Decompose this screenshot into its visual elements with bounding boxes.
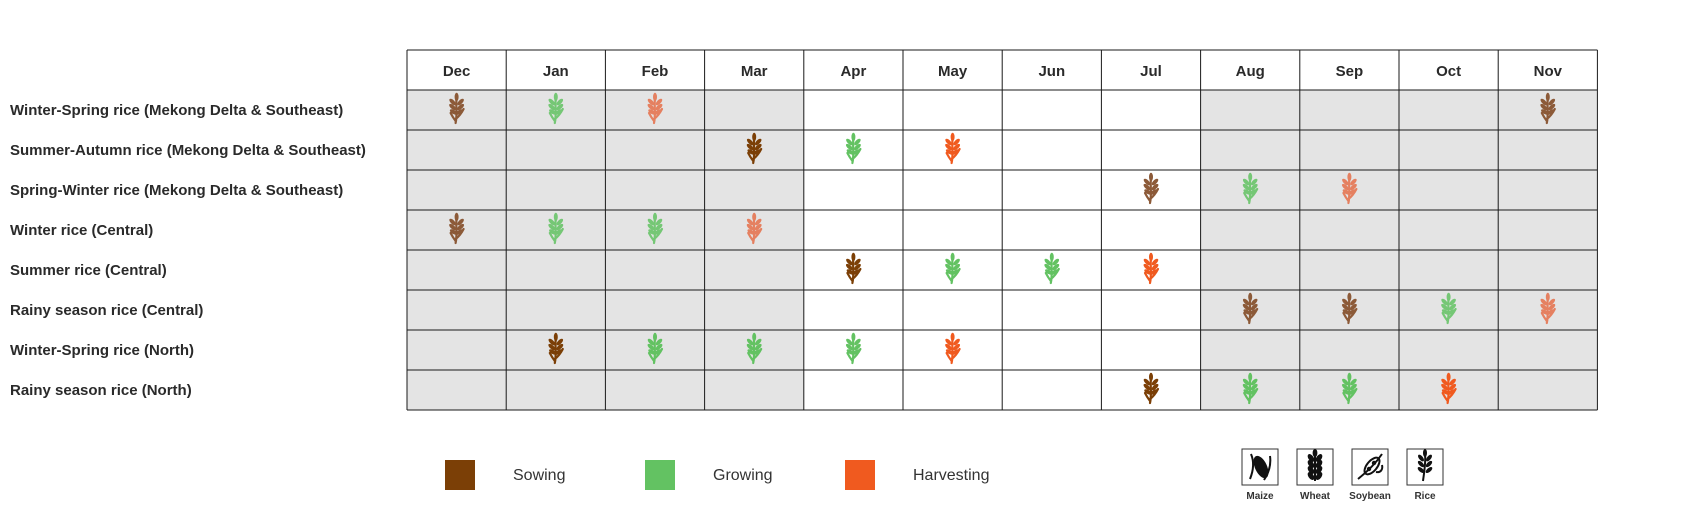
crop-icon-label: Soybean [1349, 491, 1391, 502]
harvesting-marker [1143, 252, 1160, 285]
harvesting-marker [945, 332, 961, 365]
growing-marker [647, 212, 664, 245]
growing-marker [1242, 372, 1259, 405]
month-label-nov: Nov [1534, 63, 1563, 80]
sowing-marker [449, 212, 465, 245]
row-label: Summer-Autumn rice (Mekong Delta & South… [10, 142, 366, 159]
growing-marker [1441, 292, 1457, 325]
row-label: Winter-Spring rice (Mekong Delta & South… [10, 102, 343, 119]
calendar-labels: Dec Jan Feb Mar Apr May Jun Jul Aug Sep Oct Nov Wint… [10, 63, 1563, 399]
growing-marker [1242, 172, 1259, 205]
sowing-marker [1341, 292, 1358, 325]
month-label-jun: Jun [1038, 63, 1065, 80]
growing-marker [1341, 372, 1358, 405]
row-label: Rainy season rice (Central) [10, 302, 203, 319]
growing-marker [845, 332, 862, 365]
crop-icon-legend: Maize Wheat Soybean Rice [1241, 448, 1444, 502]
row-label: Winter-Spring rice (North) [10, 342, 194, 359]
month-label-aug: Aug [1236, 63, 1265, 80]
month-label-feb: Feb [642, 63, 669, 80]
sowing-marker [449, 92, 465, 125]
sowing-marker [845, 252, 862, 285]
growing-legend-label: Growing [713, 467, 773, 484]
month-label-oct: Oct [1436, 63, 1461, 80]
wheat-icon [1296, 448, 1334, 486]
month-label-sep: Sep [1336, 63, 1364, 80]
sowing-marker [548, 332, 564, 365]
growing-legend-swatch [645, 460, 675, 490]
row-label: Winter rice (Central) [10, 222, 153, 239]
growing-marker [647, 332, 664, 365]
crop-icon-label: Rice [1414, 491, 1436, 502]
row-label: Summer rice (Central) [10, 262, 167, 279]
month-label-apr: Apr [840, 63, 866, 80]
sowing-marker [1143, 172, 1160, 205]
harvesting-marker [1441, 372, 1457, 405]
month-label-jan: Jan [543, 63, 569, 80]
stage-markers [449, 92, 1556, 405]
growing-marker [945, 252, 961, 285]
growing-marker [548, 92, 564, 125]
sowing-marker [1242, 292, 1259, 325]
month-label-jul: Jul [1140, 63, 1162, 80]
sowing-marker [1143, 372, 1160, 405]
harvesting-marker [1540, 292, 1556, 325]
calendar-grid [406, 49, 1598, 411]
sowing-legend-swatch [445, 460, 475, 490]
month-label-mar: Mar [741, 63, 768, 80]
growing-marker [548, 212, 564, 245]
crop-icon-label: Wheat [1300, 491, 1331, 502]
harvesting-legend-label: Harvesting [913, 467, 989, 484]
harvesting-legend-swatch [845, 460, 875, 490]
harvesting-marker [945, 132, 961, 165]
month-label-may: May [938, 63, 968, 80]
harvesting-marker [746, 212, 763, 245]
growing-marker [845, 132, 862, 165]
soybean-icon [1351, 448, 1389, 486]
month-label-dec: Dec [443, 63, 471, 80]
harvesting-marker [647, 92, 664, 125]
growing-marker [746, 332, 763, 365]
sowing-marker [746, 132, 763, 165]
stage-legend: Sowing Growing Harvesting [445, 460, 989, 490]
rice-icon [1406, 448, 1444, 486]
sowing-legend-label: Sowing [513, 467, 565, 484]
row-label: Rainy season rice (North) [10, 382, 192, 399]
maize-icon [1241, 448, 1279, 486]
growing-marker [1044, 252, 1060, 285]
harvesting-marker [1341, 172, 1358, 205]
row-label: Spring-Winter rice (Mekong Delta & South… [10, 182, 343, 199]
sowing-marker [1540, 92, 1556, 125]
crop-icon-label: Maize [1246, 491, 1274, 502]
